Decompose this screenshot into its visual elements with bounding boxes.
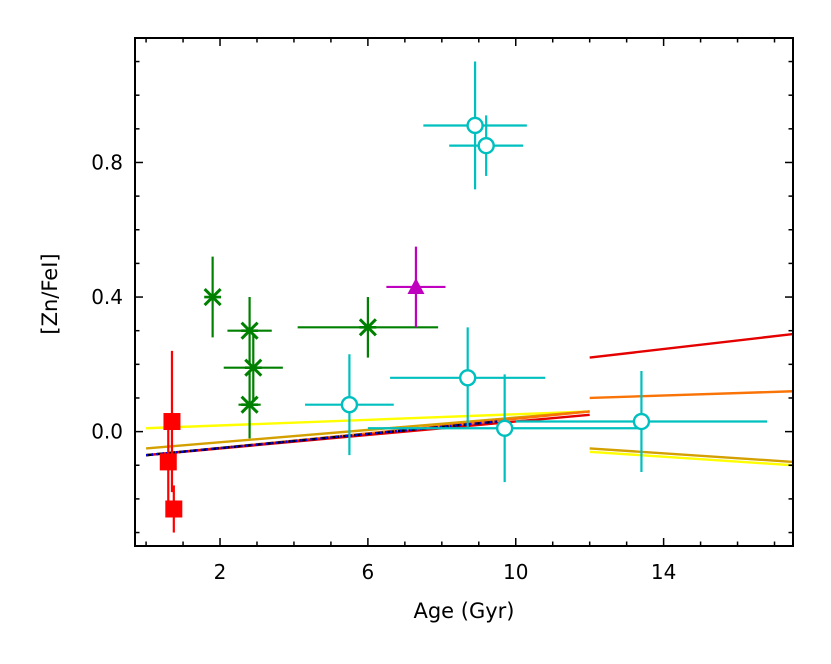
circle-marker <box>466 116 484 135</box>
plot-frame <box>134 37 794 547</box>
axes: 2 6 10 14 0.0 0.4 0.8 <box>91 37 794 584</box>
square-point <box>165 485 183 533</box>
x-tick-label: 14 <box>651 560 676 584</box>
triangle-marker <box>407 277 425 294</box>
square-marker <box>163 413 181 431</box>
circle-open-point <box>305 354 394 456</box>
y-axis-label: [Zn/FeI] <box>38 253 62 334</box>
x-tick-label: 10 <box>503 560 528 584</box>
circle-marker <box>632 412 651 431</box>
circle-open-point <box>367 374 642 483</box>
x-star-point <box>223 334 283 402</box>
model-line-red-right <box>589 332 793 359</box>
model-line-yellow-right <box>589 450 793 467</box>
data-points <box>159 61 768 533</box>
x-tick-label: 6 <box>362 560 375 584</box>
square-marker <box>165 500 183 518</box>
circle-marker <box>477 136 495 155</box>
x-star-point <box>203 256 222 338</box>
square-marker <box>159 453 177 471</box>
x-star-point <box>297 297 439 358</box>
model-line-blue-dotted <box>145 420 498 457</box>
circle-open-point <box>515 371 768 472</box>
y-tick-label: 0.0 <box>91 420 123 444</box>
x-star-point <box>227 297 272 365</box>
triangle-point <box>386 246 446 328</box>
model-line-orange-right <box>589 390 793 400</box>
model-lines <box>145 332 793 467</box>
circle-marker <box>495 419 514 437</box>
circle-marker <box>340 396 359 414</box>
circle-open-point <box>449 115 524 176</box>
model-line-gold-right <box>589 447 793 464</box>
model-line-yellow-left <box>146 410 590 430</box>
axis-labels: Age (Gyr) [Zn/FeI] <box>38 253 515 623</box>
square-point <box>163 350 181 493</box>
circle-open-point <box>390 327 546 429</box>
x-tick-label: 2 <box>214 560 227 584</box>
x-axis-label: Age (Gyr) <box>413 599 514 623</box>
square-point <box>159 421 177 503</box>
circle-marker <box>458 369 477 387</box>
circle-open-point <box>423 61 527 190</box>
x-star-point <box>238 371 261 439</box>
y-tick-label: 0.8 <box>91 150 123 174</box>
y-tick-label: 0.4 <box>91 285 123 309</box>
